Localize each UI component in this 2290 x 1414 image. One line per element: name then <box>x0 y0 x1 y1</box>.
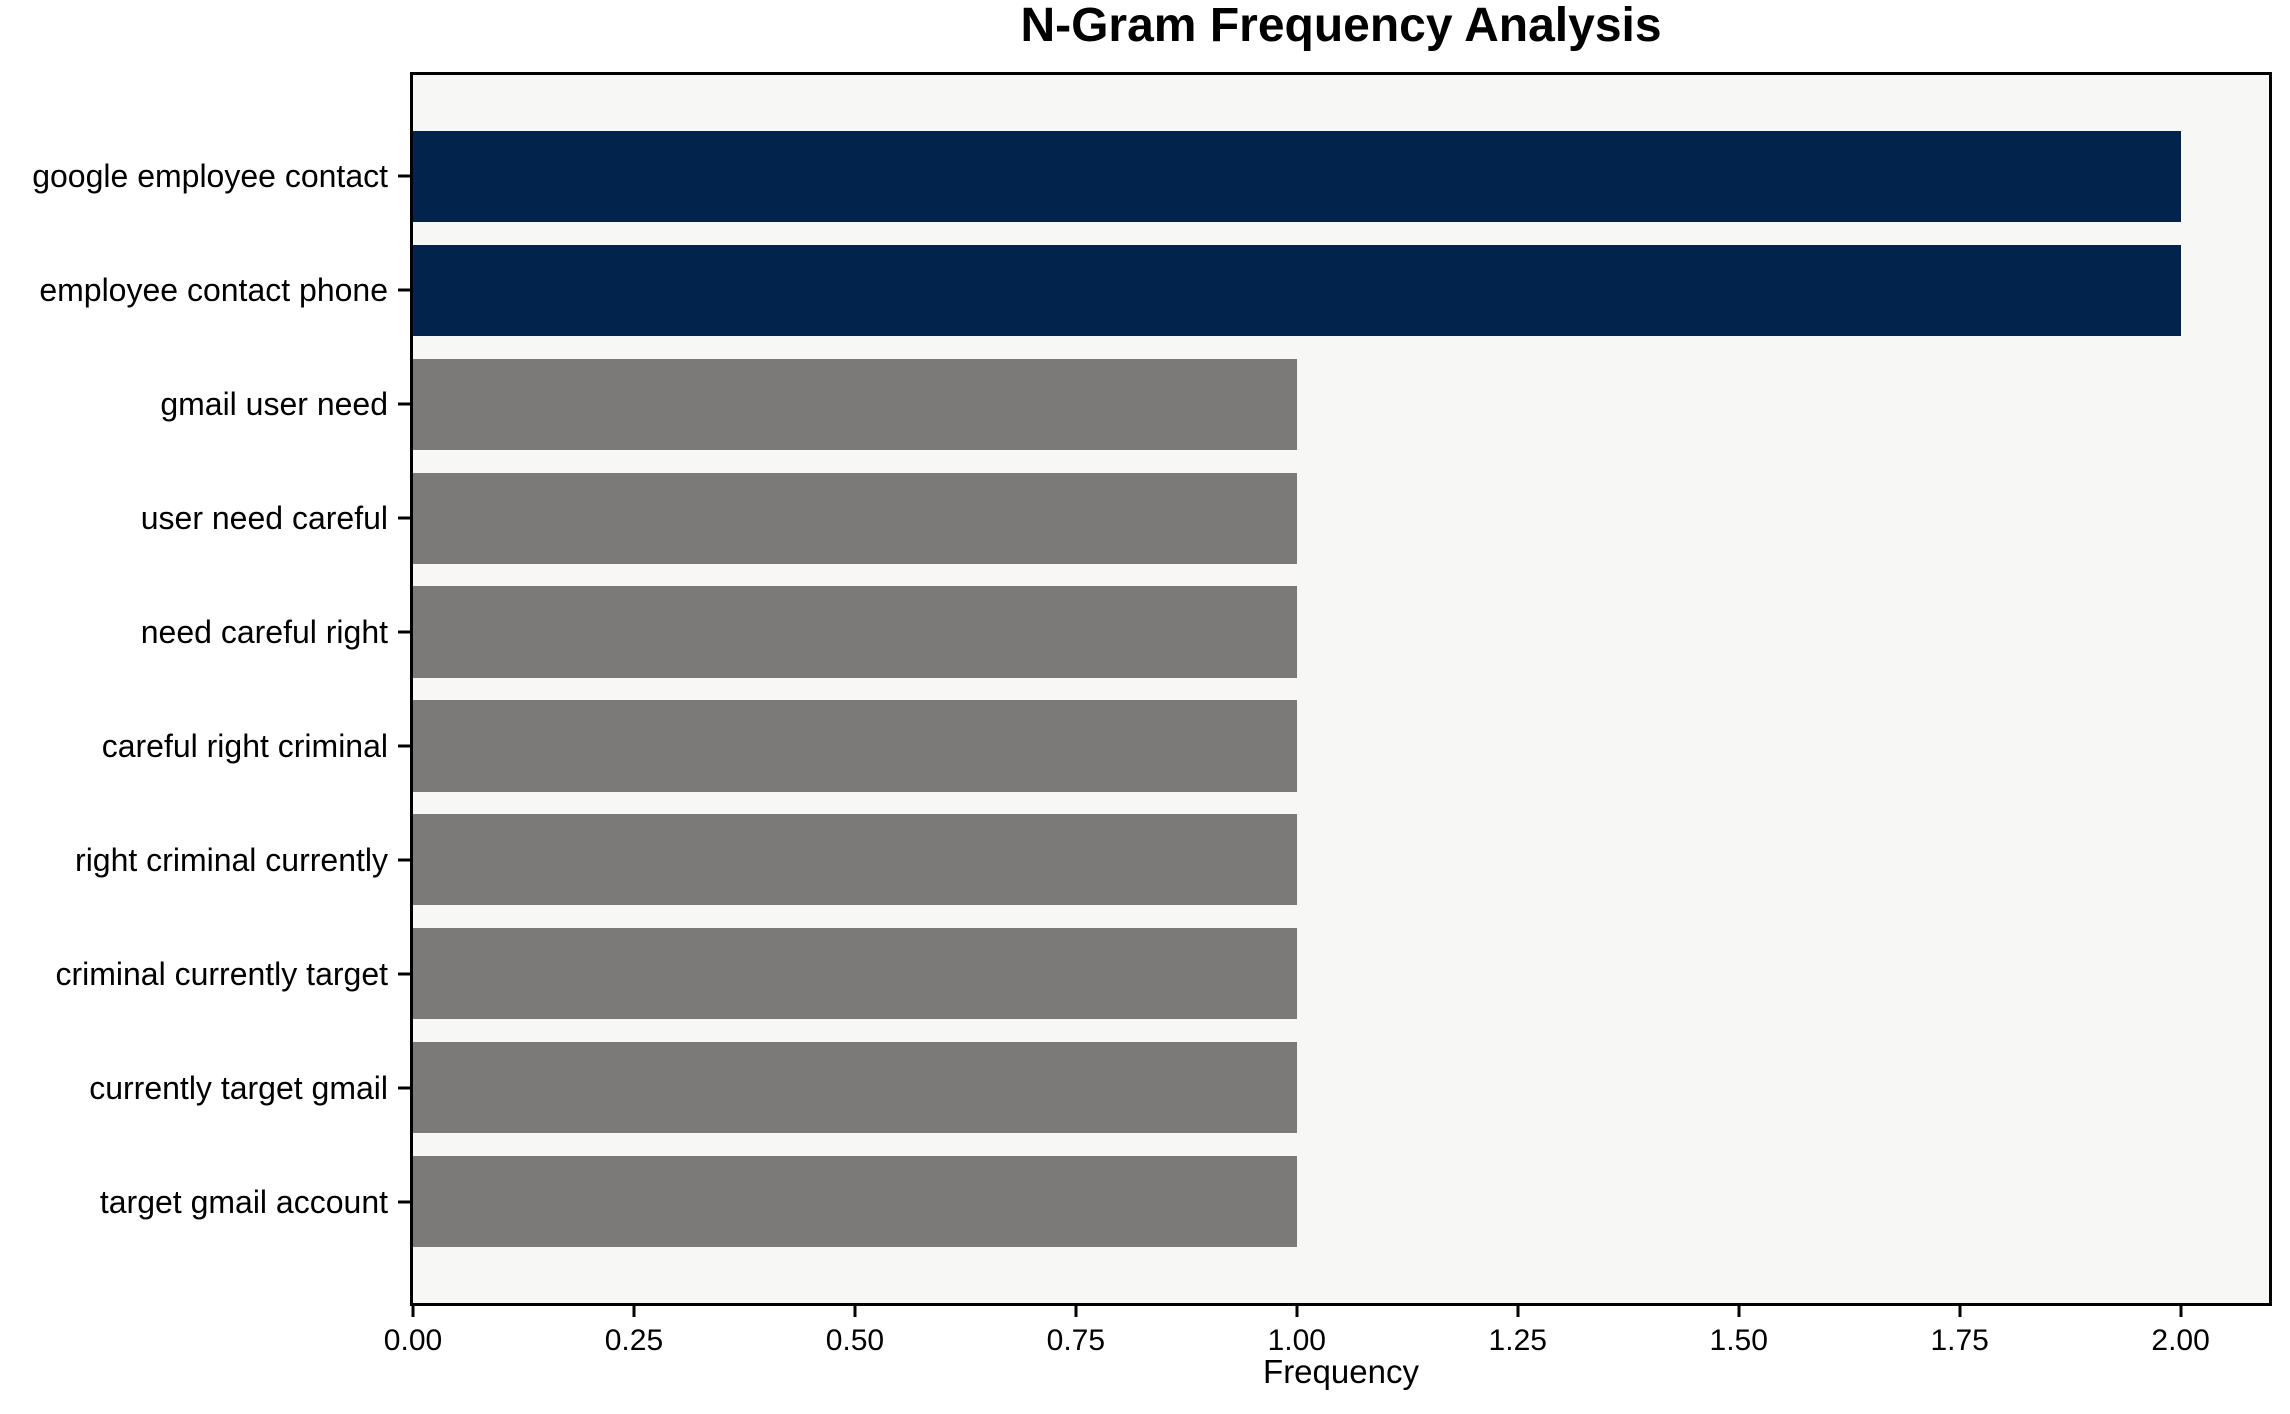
y-axis-labels: google employee contact employee contact … <box>0 75 388 1303</box>
y-tick-mark <box>398 1086 410 1090</box>
x-tick-mark <box>1295 1306 1299 1317</box>
x-tick-mark <box>1516 1306 1520 1317</box>
x-tick-label: 1.50 <box>1709 1324 1768 1357</box>
x-tick-mark <box>1074 1306 1078 1317</box>
plot-area <box>410 72 2272 1306</box>
x-tick-mark <box>1958 1306 1962 1317</box>
y-tick-mark <box>398 630 410 634</box>
bar <box>413 244 2181 336</box>
y-tick-mark <box>398 972 410 976</box>
x-tick-mark <box>2179 1306 2183 1317</box>
x-tick-label: 1.75 <box>1930 1324 1989 1357</box>
bar <box>413 586 1297 678</box>
bar <box>413 472 1297 564</box>
y-tick-label: currently target gmail <box>89 1069 388 1106</box>
x-tick-mark <box>1737 1306 1741 1317</box>
y-tick-mark <box>398 516 410 520</box>
y-tick-mark <box>398 288 410 292</box>
x-axis: 0.00 0.25 0.50 0.75 1.00 1.25 1.50 1.75 2.00 <box>384 1306 2269 1376</box>
x-tick-label: 0.50 <box>825 1324 885 1357</box>
x-tick-label: 0.75 <box>1046 1324 1106 1357</box>
y-tick-label: google employee contact <box>32 158 388 195</box>
x-tick-mark <box>411 1306 415 1317</box>
bar <box>413 814 1297 906</box>
y-tick-label: right criminal currently <box>75 841 388 878</box>
chart-title: N-Gram Frequency Analysis <box>1020 0 1662 52</box>
x-tick-label: 0.25 <box>604 1324 664 1357</box>
bar <box>413 700 1297 792</box>
y-tick-mark <box>398 1200 410 1204</box>
y-tick-label: gmail user need <box>160 386 388 423</box>
bar <box>413 1042 1297 1134</box>
x-tick-label: 1.25 <box>1488 1324 1547 1357</box>
bar <box>413 928 1297 1020</box>
y-tick-label: employee contact phone <box>39 272 388 309</box>
x-tick-mark <box>853 1306 857 1317</box>
y-tick-label: careful right criminal <box>101 727 388 764</box>
bar <box>413 130 2181 222</box>
y-tick-label: target gmail account <box>99 1183 388 1220</box>
y-tick-label: user need careful <box>140 500 388 537</box>
x-axis-title: Frequency <box>1263 1353 1419 1390</box>
y-tick-mark <box>398 858 410 862</box>
y-tick-mark <box>398 174 410 178</box>
y-tick-mark <box>398 402 410 406</box>
bar <box>413 358 1297 450</box>
y-tick-label: criminal currently target <box>55 955 388 992</box>
bar-series <box>413 75 2269 1303</box>
x-tick-label: 0.00 <box>383 1324 443 1357</box>
x-tick-label: 1.00 <box>1267 1324 1326 1357</box>
x-tick-label: 2.00 <box>2151 1324 2210 1357</box>
y-tick-mark <box>398 744 410 748</box>
x-tick-mark <box>632 1306 636 1317</box>
y-tick-label: need careful right <box>140 614 388 651</box>
y-axis-ticks <box>398 75 410 1303</box>
bar <box>413 1156 1297 1248</box>
